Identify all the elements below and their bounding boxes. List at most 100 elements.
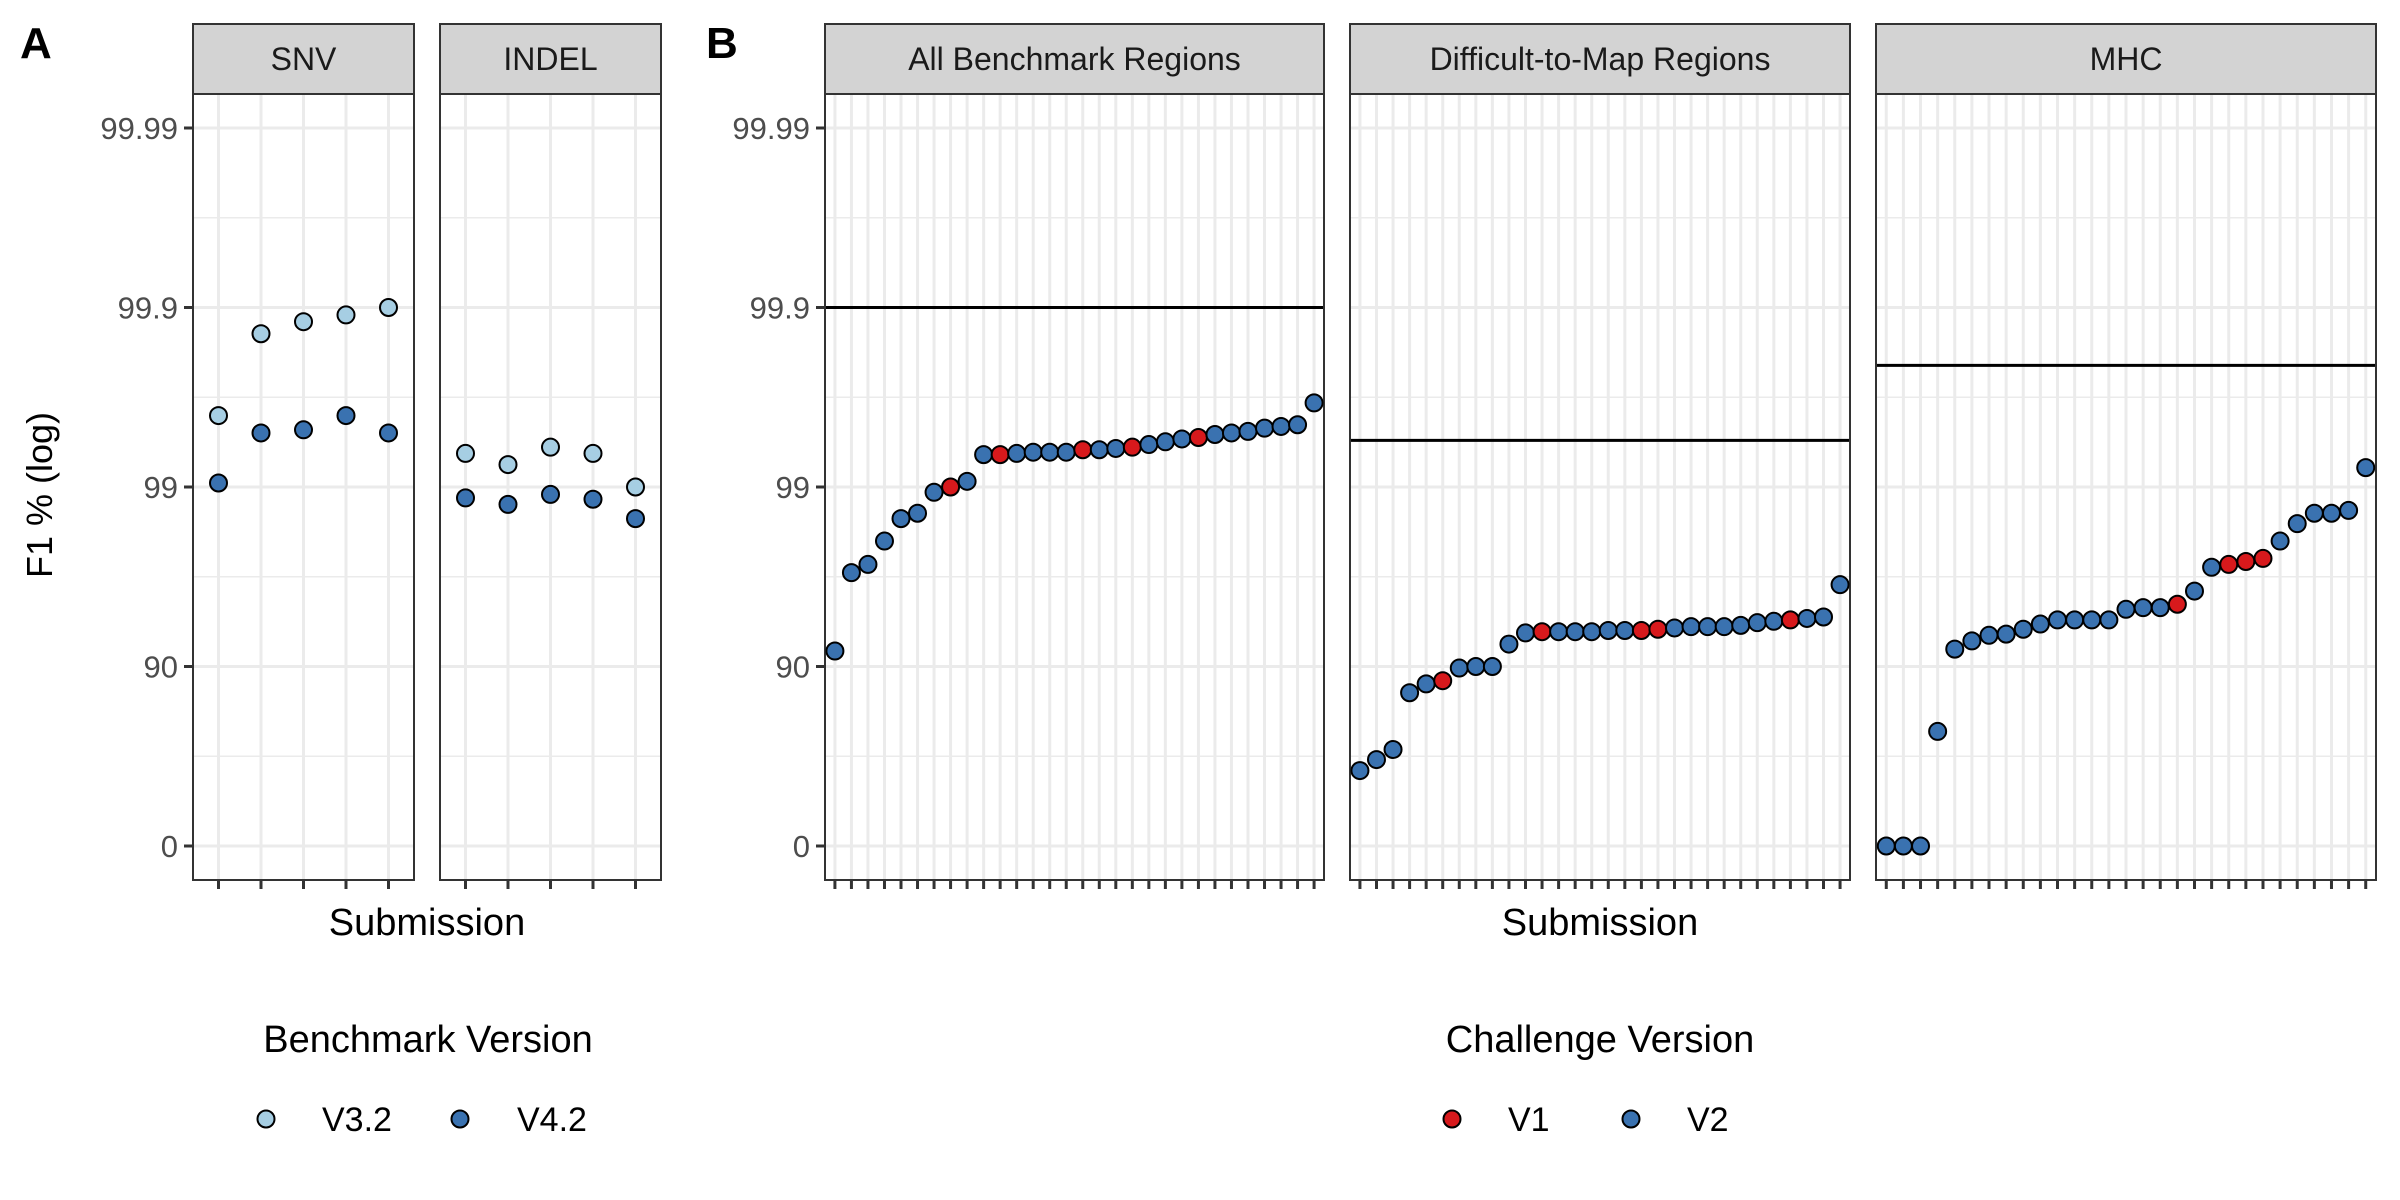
panel-a-indel-point-V32 [583, 443, 603, 463]
panel-a-indel-point-V42 [498, 494, 518, 514]
legend-a-label-v32: V3.2 [322, 1101, 392, 1139]
panel-a-indel-point-V32 [626, 477, 645, 497]
panel-b-all-benchmark-regions-point [825, 641, 845, 661]
panel-a-indel-point-V32 [498, 455, 518, 475]
panel-b-all-benchmark-regions-point [1205, 425, 1225, 445]
panel-b-all-benchmark-regions-point [1073, 440, 1093, 460]
panel-b-all-benchmark-regions-point [1106, 438, 1126, 458]
panel-b-difficult-to-map-regions-point [1383, 740, 1403, 760]
panel-b-all-benchmark-regions-point [1139, 435, 1159, 455]
panel-a-indel-point-V42 [541, 484, 560, 504]
panel-b-mhc-point [2099, 610, 2119, 630]
panel-b-difficult-to-map-regions-point [1615, 620, 1635, 640]
panel-b-difficult-to-map-regions-point [1433, 671, 1453, 691]
legend-a: Benchmark Version V3.2 V4.2 [256, 1019, 593, 1139]
legend-b-title: Challenge Version [1446, 1019, 1754, 1061]
panel-b-y-tick-label: 99.99 [732, 111, 810, 146]
panel-b-all-benchmark-regions-point [1288, 415, 1308, 435]
panel-b-difficult-to-map-regions-facet: Difficult-to-Map Regions [1349, 23, 1851, 889]
panel-b-difficult-to-map-regions-point [1648, 619, 1668, 639]
panel-a-snv-facet: SNV [192, 23, 415, 889]
panel-b-mhc-point [2048, 610, 2068, 630]
legend-b-label-v2: V2 [1687, 1101, 1729, 1139]
panel-b-all-benchmark-regions-point [1040, 442, 1060, 462]
panel-b-y-tick-label: 90 [776, 650, 810, 685]
panel-a-snv-point-V32 [336, 305, 356, 325]
panel-b-mhc-point [2236, 551, 2256, 571]
panel-b-all-benchmark-regions-point [1023, 442, 1043, 462]
panel-b-difficult-to-map-regions-point [1482, 657, 1502, 676]
panel-a-snv-point-V42 [209, 473, 228, 493]
x-axis-title-b: Submission [1502, 902, 1698, 944]
panel-a-snv-point-V32 [209, 406, 228, 426]
panel-b-difficult-to-map-regions-point [1631, 620, 1651, 640]
panel-b-difficult-to-map-regions-point [1416, 674, 1436, 694]
legend-a-title: Benchmark Version [263, 1019, 593, 1061]
panel-a-snv-strip [192, 23, 415, 95]
panel-b-difficult-to-map-regions-point [1449, 658, 1469, 678]
y-axis-title: F1 % (log) [19, 412, 60, 578]
panel-b-difficult-to-map-regions-point [1830, 575, 1850, 595]
panel-b-all-benchmark-regions-point [1255, 418, 1275, 438]
panel-b-difficult-to-map-regions-point [1466, 657, 1486, 676]
panel-b-mhc-point [2150, 598, 2170, 618]
panel-a-indel-point-V42 [583, 489, 603, 509]
panel-b-mhc-point [1928, 721, 1948, 741]
panel-b-all-benchmark-regions-point [974, 445, 994, 465]
panel-a-indel-strip [439, 23, 662, 95]
panel-b-mhc-point [1945, 639, 1965, 659]
panel-b-all-benchmark-regions-point [908, 503, 928, 523]
panel-a-indel-strip-label: INDEL [503, 41, 597, 77]
panel-a-y-tick-label: 99 [144, 470, 178, 505]
panel-b-mhc-point [2219, 554, 2239, 574]
panel-b-difficult-to-map-regions-point [1764, 611, 1784, 631]
panel-b-all-benchmark-regions-point [1007, 443, 1027, 463]
panel-a-y-tick-label: 0 [161, 829, 178, 864]
panel-label-a: A [20, 19, 52, 68]
plot-area: SNV INDEL 0 90 99 99.9 99.99 All Benchmark Regi… [100, 23, 2377, 889]
legend-b-swatch-v2 [1621, 1109, 1641, 1129]
panel-b-mhc-point [2133, 598, 2153, 618]
panel-b-all-benchmark-regions-point [1304, 393, 1324, 413]
panel-b-all-benchmark-regions-point [1188, 428, 1208, 448]
panel-a-snv-point-V42 [379, 423, 398, 443]
panel-b-mhc-facet: MHC [1875, 23, 2377, 889]
panel-b-mhc-point [2013, 619, 2033, 639]
panel-b-mhc-point [2184, 581, 2204, 601]
panel-b-all-benchmark-regions-point [924, 482, 944, 502]
panel-a-snv-point-V32 [294, 312, 313, 332]
panel-b-difficult-to-map-regions-point [1747, 613, 1767, 633]
panel-b-all-benchmark-regions-point [1122, 437, 1142, 457]
panel-b-difficult-to-map-regions-point [1780, 610, 1800, 630]
panel-b-all-benchmark-regions-point [1089, 440, 1109, 460]
panel-b-difficult-to-map-regions-point [1350, 761, 1370, 781]
panel-b-all-benchmark-regions-point [1221, 423, 1241, 443]
panel-b-difficult-to-map-regions-point [1582, 622, 1602, 642]
panel-a-y-tick-label: 99.9 [118, 291, 178, 326]
panel-b-difficult-to-map-regions-point [1665, 618, 1685, 638]
panel-a-snv-point-V32 [251, 324, 271, 344]
panel-a-snv-point-V42 [251, 423, 271, 443]
legend-b-swatch-v1 [1442, 1109, 1462, 1129]
panel-b-mhc-point [2253, 548, 2273, 568]
panel-b-mhc-point [2270, 531, 2290, 551]
panel-b-difficult-to-map-regions-point [1532, 622, 1552, 642]
panel-b-all-benchmark-regions-strip [824, 23, 1325, 95]
panel-b-mhc-point [2082, 610, 2102, 630]
panel-b-difficult-to-map-regions-strip [1349, 23, 1851, 95]
panel-b-y-tick-label: 0 [793, 829, 810, 864]
panel-b-difficult-to-map-regions-point [1400, 683, 1420, 703]
panel-b-mhc-point [2202, 557, 2222, 577]
panel-b-mhc-strip-label: MHC [2090, 41, 2163, 77]
panel-b-difficult-to-map-regions-point [1499, 634, 1519, 654]
panel-b-difficult-to-map-regions-point [1366, 750, 1386, 770]
panel-b-mhc-point [2321, 503, 2341, 523]
panel-b-all-benchmark-regions-strip-label: All Benchmark Regions [908, 41, 1241, 77]
panel-b-all-benchmark-regions-point [1056, 442, 1076, 462]
panel-b-all-benchmark-regions-point [990, 445, 1010, 465]
panel-b-mhc-strip [1875, 23, 2377, 95]
legend-a-swatch-v42 [450, 1109, 470, 1129]
panel-b-difficult-to-map-regions-point [1814, 607, 1834, 627]
panel-b-all-benchmark-regions-point [891, 509, 911, 529]
